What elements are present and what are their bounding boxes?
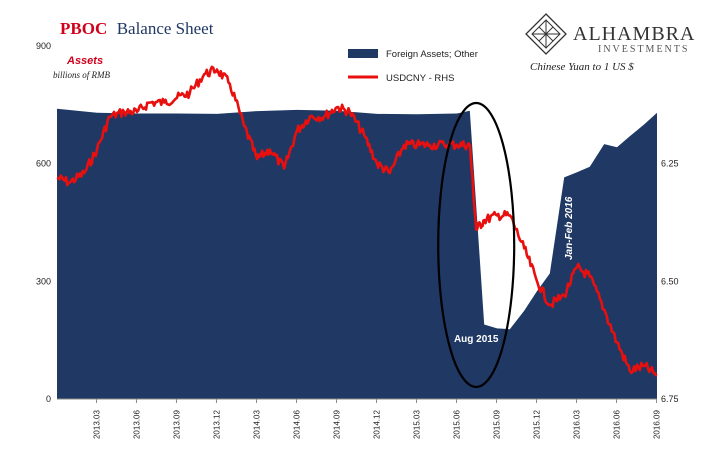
x-tick-label: 2016.09 (652, 410, 661, 439)
alhambra-logo: ALHAMBRA INVESTMENTS (525, 13, 695, 55)
title-red-part: PBOC (60, 19, 107, 38)
right-tick-label: 6.75 (661, 394, 679, 404)
left-axis: 900 600 300 0 (36, 41, 51, 404)
legend-area-swatch (348, 49, 378, 58)
annotation-jan-feb-2016: Jan-Feb 2016 (564, 196, 575, 260)
x-tick-label: 2013.06 (132, 410, 141, 439)
x-axis: 2013.03 2013.06 2013.09 2013.12 2014.03 2014.… (92, 399, 661, 439)
x-tick-label: 2015.12 (532, 410, 541, 439)
logo-diamond-icon (525, 13, 567, 55)
area-series-foreign-assets (57, 108, 657, 400)
legend-item-area: Foreign Assets; Other (386, 49, 478, 60)
units-caption: billions of RMB (53, 70, 110, 80)
plot-area (56, 65, 658, 400)
assets-caption: Assets (66, 55, 103, 67)
left-tick-label: 0 (46, 394, 51, 404)
left-tick-label: 300 (36, 276, 51, 286)
x-tick-label: 2014.09 (332, 410, 341, 439)
right-axis: 6.25 6.50 6.75 (661, 159, 679, 404)
x-tick-label: 2015.03 (412, 410, 421, 439)
x-tick-label: 2013.12 (212, 410, 221, 439)
x-tick-label: 2013.09 (172, 410, 181, 439)
legend-item-line: USDCNY - RHS (386, 73, 454, 84)
x-tick-label: 2014.03 (252, 410, 261, 439)
annotations: Aug 2015 Jan-Feb 2016 (437, 101, 575, 389)
rhs-caption: Chinese Yuan to 1 US $ (530, 61, 634, 73)
left-tick-label: 600 (36, 159, 51, 169)
left-tick-label: 900 (36, 41, 51, 51)
title-blue-part: Balance Sheet (117, 19, 214, 38)
legend: Foreign Assets; Other USDCNY - RHS (348, 49, 478, 84)
chart-title: PBOC Balance Sheet (60, 19, 214, 38)
line-series-usdcny (56, 65, 658, 377)
logo-main-text: ALHAMBRA (573, 23, 695, 45)
x-tick-label: 2016.03 (572, 410, 581, 439)
annotation-aug-2015: Aug 2015 (454, 334, 499, 345)
x-tick-label: 2015.09 (492, 410, 501, 439)
x-tick-label: 2014.06 (292, 410, 301, 439)
x-tick-label: 2014.12 (372, 410, 381, 439)
logo-sub-text: INVESTMENTS (598, 44, 689, 55)
right-tick-label: 6.25 (661, 159, 679, 169)
right-tick-label: 6.50 (661, 276, 679, 286)
x-tick-label: 2013.03 (92, 410, 101, 439)
x-tick-label: 2016.06 (612, 410, 621, 439)
aug-2015-ellipse (437, 101, 516, 389)
x-tick-label: 2015.06 (452, 410, 461, 439)
